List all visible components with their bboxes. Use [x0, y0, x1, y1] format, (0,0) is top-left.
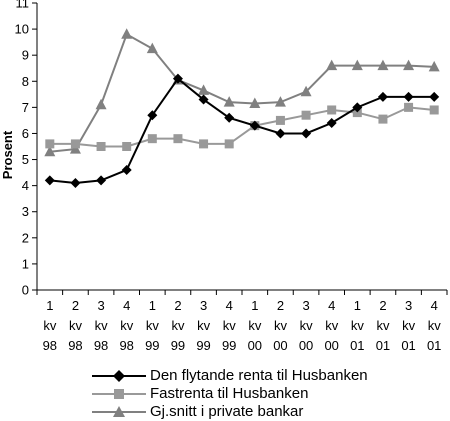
data-point-triangle [146, 42, 158, 54]
y-tick-label: 8 [22, 74, 29, 89]
y-axis-ticks: 0 1 2 3 4 5 6 7 8 9 10 11 [15, 0, 37, 298]
y-tick-label: 3 [22, 204, 29, 219]
x-tick-label: 3 kv 00 [299, 298, 313, 353]
series-triangle [44, 28, 440, 157]
y-tick-label: 2 [22, 230, 29, 245]
data-point-square [352, 108, 362, 118]
series-line [49, 32, 435, 153]
data-point-diamond [326, 118, 337, 129]
x-tick-label: 4 kv 01 [427, 298, 441, 353]
x-tick-label: 2 kv 00 [273, 298, 287, 353]
chart-series [44, 28, 440, 189]
data-point-square [429, 105, 439, 115]
data-point-square [122, 142, 132, 151]
data-point-diamond [172, 73, 183, 84]
y-tick-label: 1 [22, 256, 29, 271]
y-tick-label: 7 [22, 100, 29, 115]
data-point-square [199, 139, 209, 149]
x-tick-label: 3 kv 99 [196, 298, 210, 353]
data-point-triangle [403, 59, 415, 71]
legend-key-square [92, 389, 146, 399]
x-tick-label: 1 kv 99 [145, 298, 159, 353]
data-point-square [147, 134, 157, 144]
y-tick-label: 9 [22, 48, 29, 63]
data-point-diamond [147, 110, 158, 121]
data-point-square [275, 115, 285, 125]
y-tick-label: 5 [22, 152, 29, 167]
data-point-triangle [377, 59, 389, 71]
data-point-diamond [44, 175, 55, 186]
data-point-square [45, 139, 55, 149]
data-point-triangle [121, 28, 133, 39]
data-point-triangle [223, 96, 235, 107]
data-point-triangle [249, 97, 261, 108]
data-point-diamond [249, 120, 260, 131]
data-point-diamond [96, 175, 107, 186]
series-line [49, 77, 435, 185]
data-point-triangle [95, 98, 107, 110]
y-tick-label: 10 [15, 22, 29, 37]
series-line [49, 106, 435, 148]
data-point-triangle [198, 84, 210, 95]
data-point-triangle [428, 60, 440, 72]
y-tick-label: 4 [22, 178, 29, 193]
data-point-square [327, 105, 337, 115]
series-diamond [44, 73, 440, 189]
x-tick-label: 2 kv 99 [171, 298, 185, 353]
data-point-triangle [274, 96, 286, 107]
y-tick-label: 6 [22, 126, 29, 141]
data-point-diamond [429, 91, 440, 102]
data-point-triangle [300, 85, 312, 97]
data-point-diamond [301, 128, 312, 139]
data-point-diamond [70, 178, 81, 189]
data-point-diamond [224, 112, 235, 123]
data-point-diamond [403, 91, 414, 102]
data-point-triangle [44, 145, 56, 157]
x-tick-label: 3 kv 01 [401, 298, 415, 353]
data-point-triangle [351, 59, 363, 71]
data-point-square [404, 102, 414, 112]
data-point-diamond [121, 164, 132, 175]
legend-key-diamond [92, 370, 146, 382]
data-point-square [301, 110, 311, 120]
x-tick-label: 1 kv 01 [350, 298, 364, 353]
data-point-square [70, 139, 80, 149]
data-point-square [96, 142, 106, 151]
x-tick-label: 4 kv 00 [324, 298, 338, 353]
data-point-diamond [352, 102, 363, 113]
data-point-square [224, 139, 234, 149]
x-tick-label: 4 kv 99 [222, 298, 236, 353]
x-tick-label: 2 kv 98 [68, 298, 82, 353]
x-tick-label: 3 kv 98 [94, 298, 108, 353]
y-tick-label: 11 [16, 0, 30, 11]
data-point-triangle [326, 59, 338, 71]
x-tick-label: 2 kv 01 [376, 298, 390, 353]
x-tick-label: 1 kv 00 [248, 298, 262, 353]
legend-label: Den flytande renta til Husbanken [150, 367, 368, 384]
data-point-square [378, 114, 388, 124]
x-axis-ticks: 1 kv 98 2 kv 98 3 kv 98 4 kv 98 1 kv 99 2 kv 99 3 kv 99 4 kv 99… [36, 290, 448, 353]
x-tick-label: 1 kv 98 [43, 298, 57, 353]
data-point-diamond [275, 128, 286, 139]
y-axis-label: Prosent [0, 130, 15, 179]
x-tick-label: 4 kv 98 [119, 298, 133, 353]
data-point-diamond [198, 94, 209, 105]
y-tick-label: 0 [22, 283, 29, 298]
data-point-square [173, 134, 183, 144]
series-square [45, 102, 439, 151]
legend-label: Fastrenta til Husbanken [150, 385, 309, 402]
legend-key-triangle [92, 406, 146, 417]
data-point-diamond [377, 91, 388, 102]
legend-label: Gj.snitt i private bankar [150, 403, 304, 420]
